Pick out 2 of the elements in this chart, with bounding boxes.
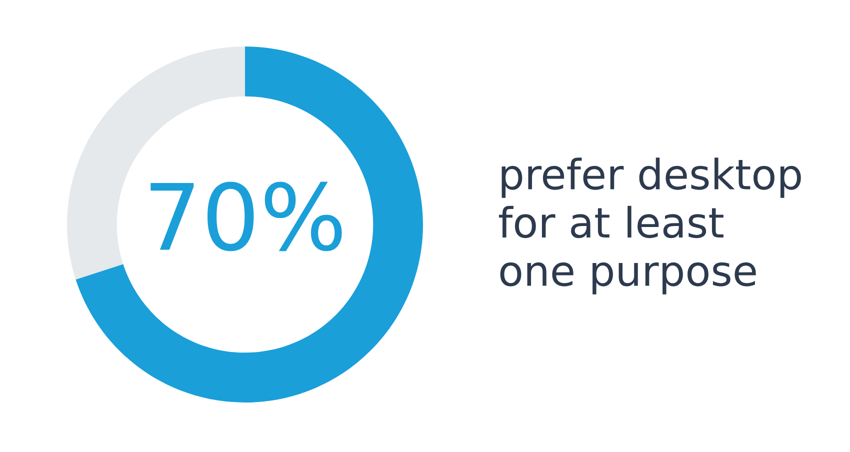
data-label: 70% — [150, 182, 342, 252]
text: prefer desktop for at least one purpose — [498, 158, 801, 294]
